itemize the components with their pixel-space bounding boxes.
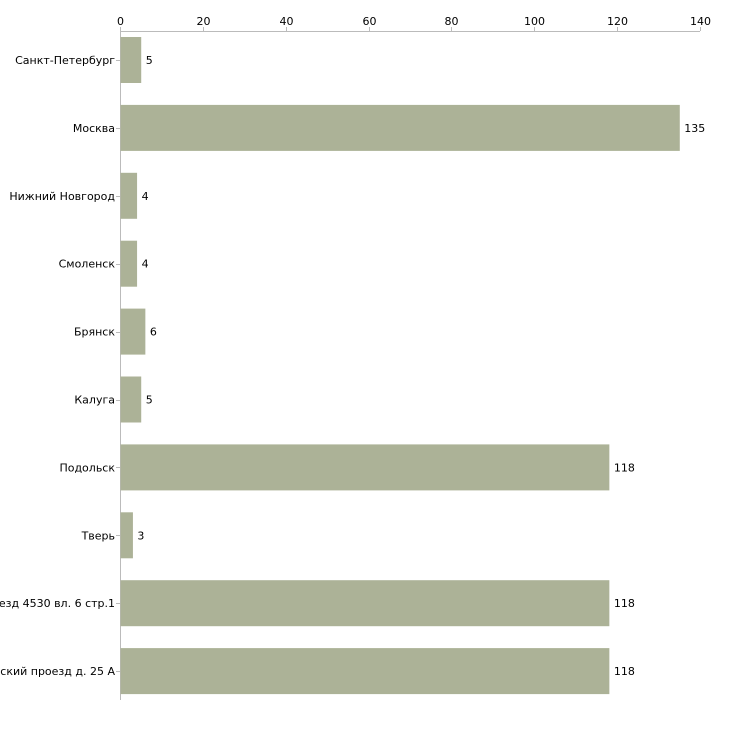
value-label: 5 <box>146 394 153 407</box>
value-label: 4 <box>142 190 149 203</box>
category-label: Смоленск <box>59 258 116 271</box>
bar <box>120 308 146 355</box>
bars-layer <box>120 37 680 695</box>
x-tick-label: 100 <box>524 15 545 28</box>
x-tick-label: 80 <box>445 15 459 28</box>
value-label: 5 <box>146 54 153 67</box>
x-tick-label: 40 <box>280 15 294 28</box>
bar <box>120 376 142 423</box>
x-tick-label: 60 <box>363 15 377 28</box>
value-label: 135 <box>684 122 705 135</box>
category-label: еский проезд д. 25 А <box>0 665 115 678</box>
bar <box>120 240 138 287</box>
bar <box>120 172 138 219</box>
x-tick-label: 20 <box>197 15 211 28</box>
bar <box>120 512 133 559</box>
category-label: Санкт-Петербург <box>15 54 115 67</box>
bar <box>120 580 610 627</box>
x-tick-label: 120 <box>607 15 628 28</box>
category-label: Москва <box>73 122 115 135</box>
bar <box>120 648 610 695</box>
category-label: роезд 4530 вл. 6 стр.1 <box>0 597 115 610</box>
value-label: 118 <box>614 597 635 610</box>
value-label: 4 <box>142 258 149 271</box>
value-label: 118 <box>614 665 635 678</box>
category-label: Подольск <box>59 461 115 474</box>
bar <box>120 37 142 83</box>
x-tick-label: 0 <box>117 15 124 28</box>
category-label: Тверь <box>81 529 115 542</box>
x-tick-label: 140 <box>690 15 711 28</box>
value-label: 118 <box>614 461 635 474</box>
value-label: 6 <box>150 326 157 339</box>
category-label: Нижний Новгород <box>9 190 115 203</box>
category-label: Брянск <box>74 326 115 339</box>
category-label: Калуга <box>74 394 115 407</box>
bar <box>120 444 610 491</box>
value-label: 3 <box>137 529 144 542</box>
bar <box>120 104 680 151</box>
labels-layer: Санкт-Петербург 5 Москва 135 Нижний Новгород… <box>0 54 705 678</box>
